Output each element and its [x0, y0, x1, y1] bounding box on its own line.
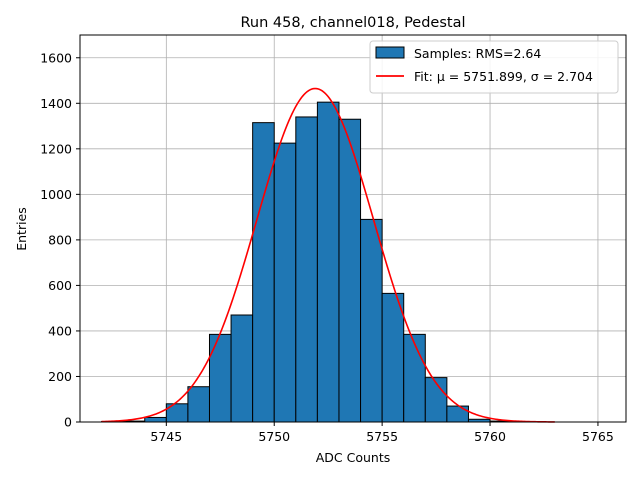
y-tick-label: 200 [48, 369, 72, 384]
y-tick-label: 600 [48, 278, 72, 293]
chart-title: Run 458, channel018, Pedestal [240, 15, 465, 31]
histogram-bar [253, 123, 275, 422]
legend: Samples: RMS=2.64 Fit: μ = 5751.899, σ =… [370, 41, 618, 93]
x-tick-label: 5755 [366, 429, 398, 444]
histogram-bar [404, 334, 426, 422]
histogram-bar [361, 219, 383, 422]
x-tick-label: 5765 [582, 429, 614, 444]
x-axis-label: ADC Counts [316, 450, 391, 465]
histogram-bar [296, 117, 318, 422]
x-tick-label: 5760 [474, 429, 506, 444]
y-axis-label: Entries [14, 207, 29, 251]
y-tick-label: 400 [48, 323, 72, 338]
histogram-bar [447, 406, 469, 422]
y-tick-label: 800 [48, 232, 72, 247]
legend-histogram-swatch [376, 47, 404, 58]
histogram-bar [145, 417, 167, 422]
histogram-bar [231, 315, 253, 422]
histogram-bar [382, 293, 404, 422]
y-tick-label: 1200 [40, 141, 72, 156]
histogram-bar [317, 102, 339, 422]
legend-histogram-label: Samples: RMS=2.64 [414, 46, 541, 61]
y-tick-label: 1600 [40, 50, 72, 65]
y-tick-label: 0 [64, 415, 72, 430]
x-tick-label: 5745 [150, 429, 182, 444]
y-tick-label: 1400 [40, 96, 72, 111]
histogram-bar [274, 143, 296, 422]
histogram-bar [209, 334, 231, 422]
histogram-bar [188, 387, 210, 422]
legend-fit-label: Fit: μ = 5751.899, σ = 2.704 [414, 69, 593, 84]
y-tick-label: 1000 [40, 187, 72, 202]
x-tick-label: 5750 [258, 429, 290, 444]
